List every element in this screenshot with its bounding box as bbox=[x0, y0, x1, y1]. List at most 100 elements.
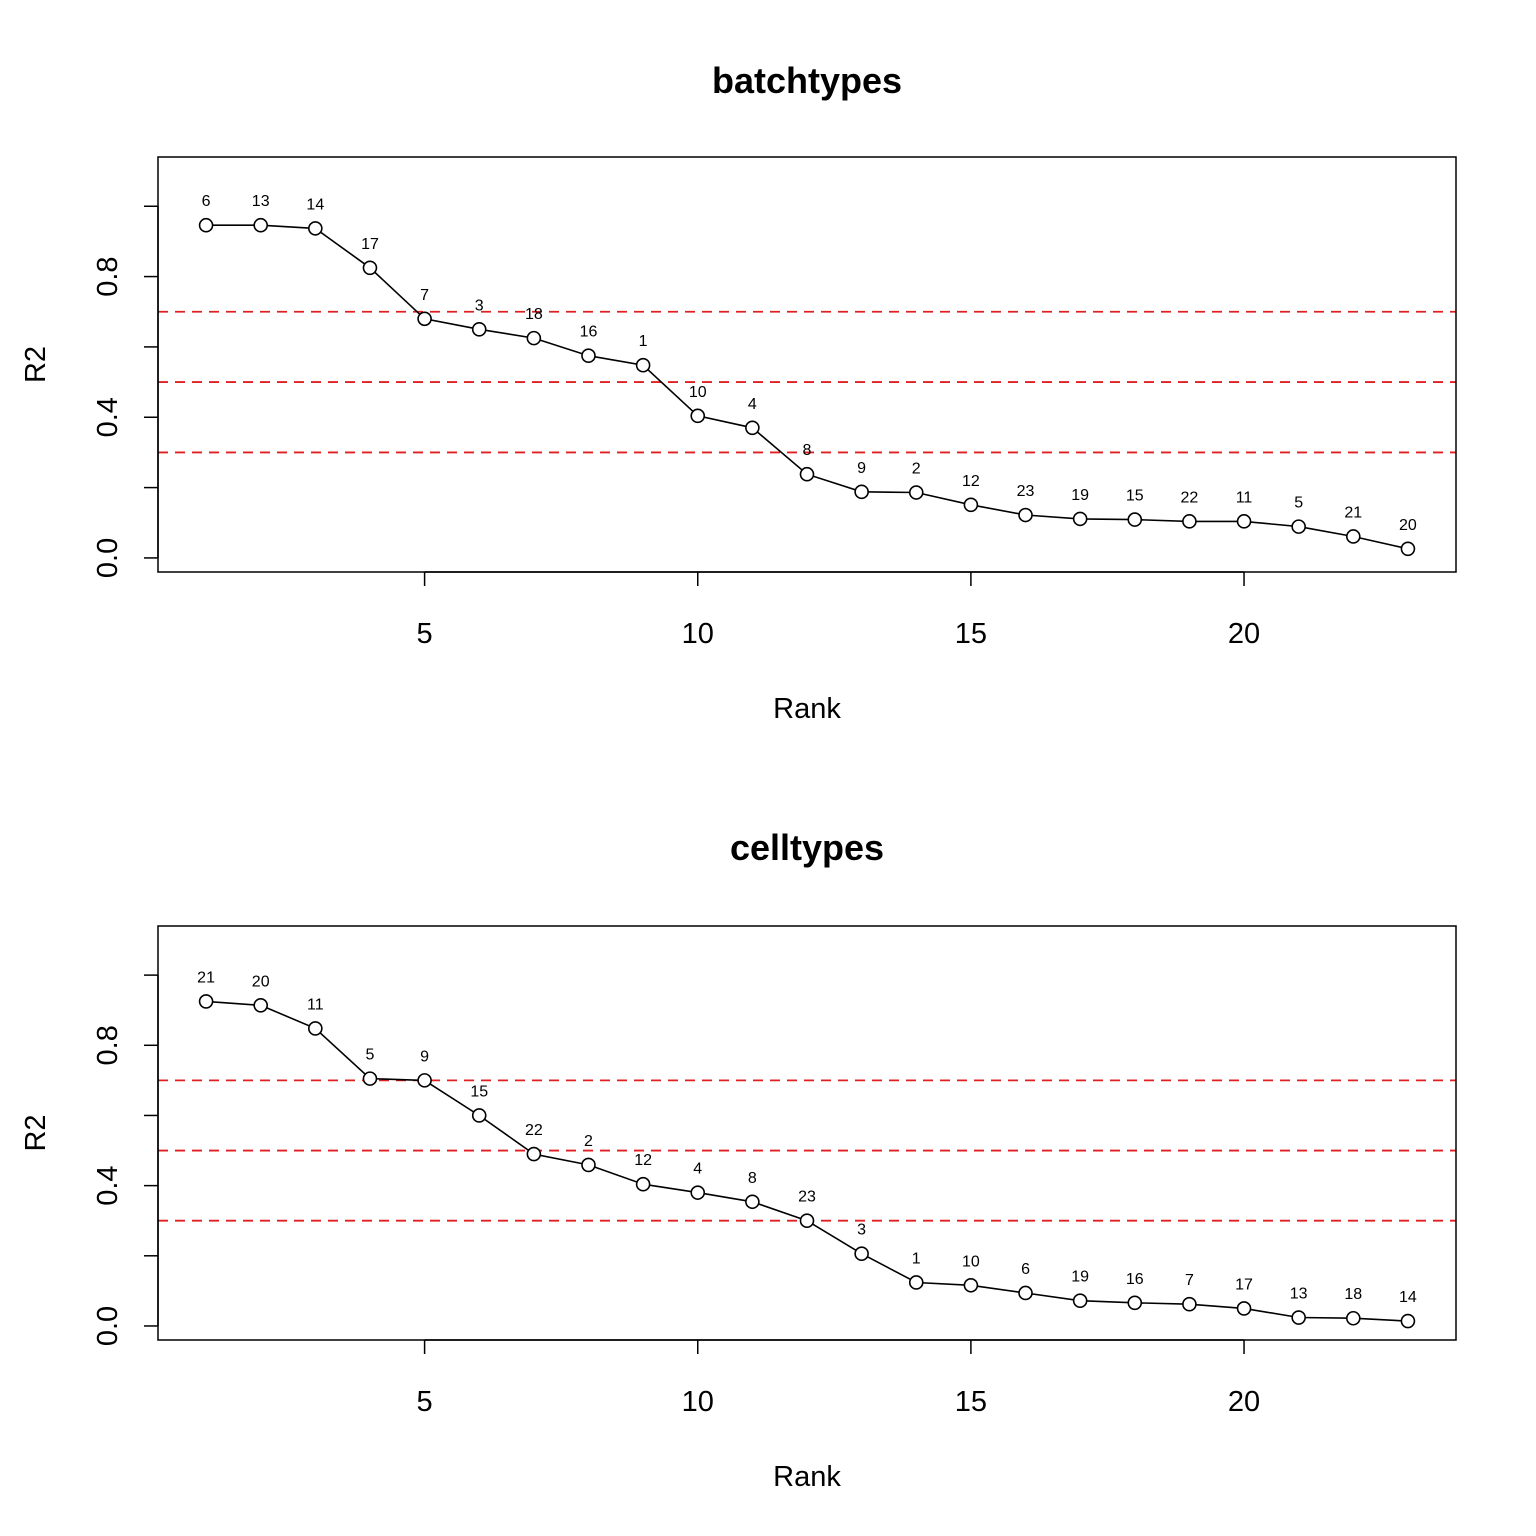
data-point bbox=[362, 1071, 378, 1086]
data-point bbox=[745, 420, 760, 436]
point-label: 18 bbox=[1344, 1286, 1362, 1303]
point-label: 23 bbox=[798, 1189, 816, 1206]
point-label: 20 bbox=[1399, 517, 1417, 534]
point-label: 15 bbox=[1126, 488, 1144, 505]
x-tick-label: 10 bbox=[682, 618, 714, 650]
y-tick-label: 0.4 bbox=[92, 397, 124, 437]
point-label: 19 bbox=[1071, 1269, 1089, 1286]
y-tick-label: 0.4 bbox=[92, 1165, 124, 1205]
x-tick-label: 10 bbox=[682, 1386, 714, 1418]
plot-frame bbox=[157, 925, 1457, 1341]
point-label: 13 bbox=[1290, 1286, 1308, 1303]
point-label: 2 bbox=[912, 461, 921, 478]
point-label: 19 bbox=[1071, 487, 1089, 504]
data-point bbox=[1400, 1313, 1416, 1329]
point-label: 18 bbox=[525, 306, 543, 323]
point-label: 10 bbox=[962, 1253, 980, 1270]
data-point bbox=[362, 260, 378, 276]
point-label: 3 bbox=[475, 297, 484, 314]
point-label: 6 bbox=[202, 193, 211, 210]
point-label: 23 bbox=[1017, 483, 1035, 500]
data-point bbox=[963, 1277, 979, 1293]
point-label: 8 bbox=[748, 1170, 757, 1187]
data-point bbox=[1182, 1296, 1197, 1312]
data-point bbox=[581, 1157, 596, 1173]
data-point bbox=[1182, 514, 1197, 529]
data-point bbox=[198, 994, 214, 1009]
data-point bbox=[253, 997, 269, 1013]
data-point bbox=[198, 217, 214, 233]
data-point bbox=[308, 1021, 323, 1036]
point-label: 4 bbox=[693, 1161, 702, 1178]
point-label: 16 bbox=[1126, 1271, 1144, 1288]
x-tick-label: 20 bbox=[1228, 618, 1260, 650]
point-label: 21 bbox=[1344, 504, 1362, 521]
data-point bbox=[581, 348, 596, 364]
data-point bbox=[635, 357, 651, 373]
data-point bbox=[1345, 1310, 1361, 1326]
point-label: 5 bbox=[1294, 495, 1303, 512]
x-tick-label: 5 bbox=[417, 618, 433, 650]
x-tick-label: 5 bbox=[417, 1386, 433, 1418]
point-label: 14 bbox=[306, 196, 324, 213]
y-tick-label: 0.8 bbox=[92, 1025, 124, 1065]
plot-frame bbox=[157, 156, 1457, 573]
point-label: 6 bbox=[1021, 1261, 1030, 1278]
data-point bbox=[690, 1185, 706, 1200]
point-label: 10 bbox=[689, 384, 707, 401]
data-point bbox=[1018, 507, 1033, 523]
point-label: 9 bbox=[857, 460, 866, 477]
point-label: 8 bbox=[803, 442, 812, 459]
data-point bbox=[1127, 1295, 1143, 1311]
data-point bbox=[417, 311, 432, 327]
point-label: 17 bbox=[361, 236, 379, 253]
point-label: 22 bbox=[525, 1122, 543, 1139]
data-point bbox=[308, 221, 323, 236]
x-tick-label: 20 bbox=[1228, 1386, 1260, 1418]
data-point bbox=[1236, 1301, 1252, 1316]
data-point bbox=[1072, 511, 1088, 527]
data-point bbox=[417, 1073, 432, 1088]
data-point bbox=[1291, 1310, 1306, 1325]
point-label: 13 bbox=[252, 193, 270, 210]
point-label: 21 bbox=[197, 969, 215, 986]
chart-title: batchtypes bbox=[712, 60, 902, 101]
point-label: 11 bbox=[1236, 489, 1253, 506]
data-point bbox=[471, 1108, 487, 1123]
data-point bbox=[854, 1246, 869, 1261]
y-axis-title: R2 bbox=[20, 1114, 52, 1151]
data-point bbox=[526, 330, 542, 346]
x-tick-label: 15 bbox=[955, 1386, 987, 1418]
point-label: 2 bbox=[584, 1133, 593, 1150]
data-point bbox=[1236, 514, 1252, 529]
data-point bbox=[1072, 1293, 1088, 1309]
data-point bbox=[799, 1213, 815, 1229]
data-point bbox=[1127, 512, 1143, 527]
x-axis-title: Rank bbox=[773, 693, 841, 725]
point-label: 9 bbox=[420, 1048, 429, 1065]
y-axis-title: R2 bbox=[20, 346, 52, 383]
data-point bbox=[635, 1176, 651, 1192]
data-point bbox=[963, 497, 979, 513]
data-point bbox=[690, 408, 706, 424]
series-line bbox=[206, 1000, 1408, 1322]
y-tick-label: 0.0 bbox=[92, 538, 124, 578]
point-label: 3 bbox=[857, 1222, 866, 1239]
data-point bbox=[745, 1194, 760, 1210]
data-point bbox=[908, 485, 924, 500]
point-label: 17 bbox=[1235, 1276, 1253, 1293]
data-point bbox=[1291, 519, 1306, 534]
data-point bbox=[1345, 529, 1361, 544]
data-point bbox=[1018, 1285, 1033, 1301]
point-label: 22 bbox=[1181, 489, 1199, 506]
data-point bbox=[471, 322, 487, 337]
data-point bbox=[526, 1146, 542, 1162]
chart-title: celltypes bbox=[730, 827, 884, 868]
point-label: 14 bbox=[1399, 1289, 1417, 1306]
data-point bbox=[253, 217, 269, 233]
point-label: 5 bbox=[366, 1047, 375, 1064]
point-label: 16 bbox=[580, 324, 598, 341]
